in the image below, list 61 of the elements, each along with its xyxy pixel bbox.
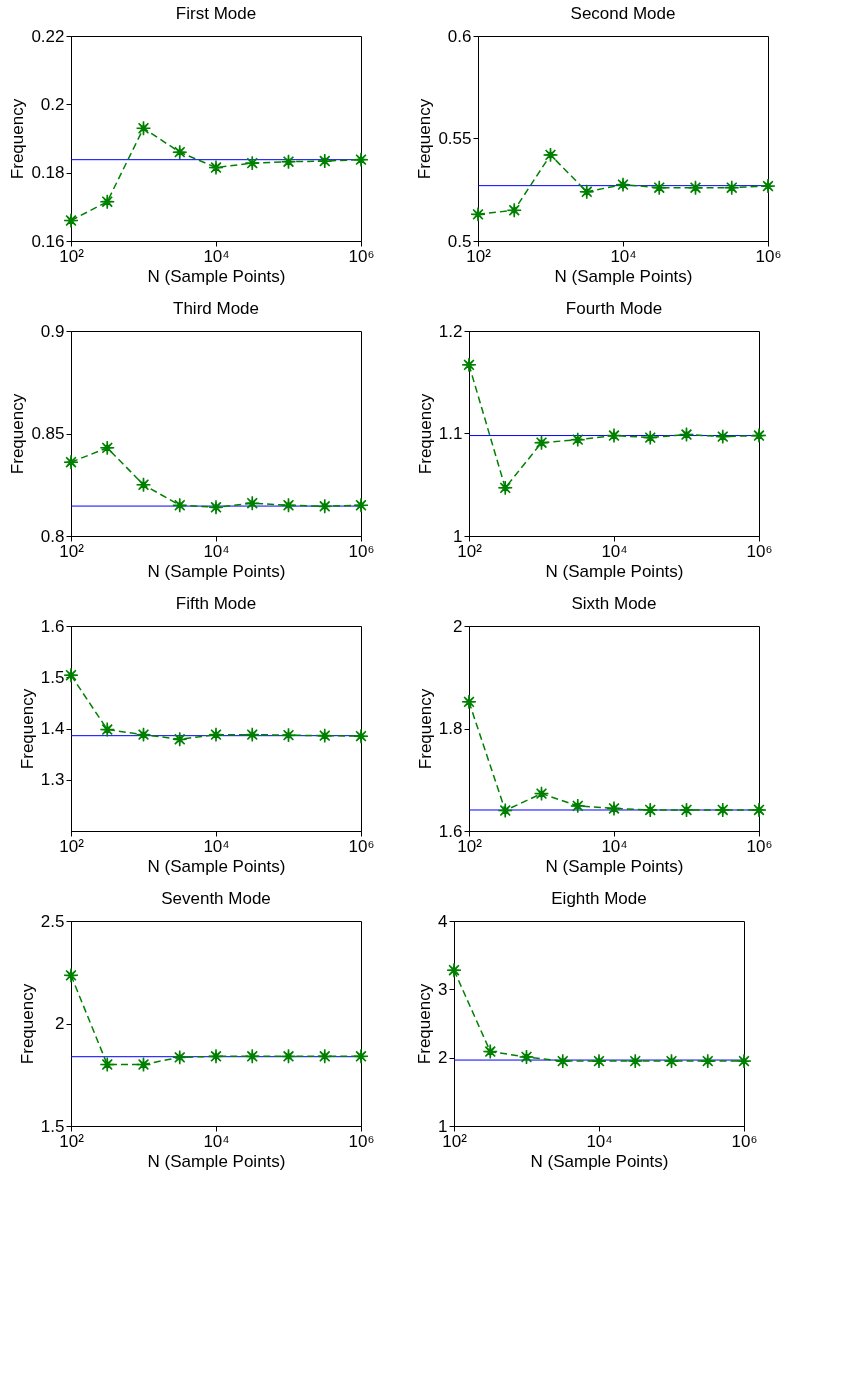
chart-title: Third Mode <box>173 299 259 318</box>
y-tick-label: 4 <box>438 911 448 931</box>
x-tick-label: 10⁴ <box>601 836 628 856</box>
y-tick-label: 2 <box>438 1048 448 1068</box>
chart-title: Sixth Mode <box>571 594 657 613</box>
x-axis-title: N (Sample Points) <box>147 561 286 581</box>
y-tick-label: 2.5 <box>40 911 65 931</box>
y-tick-label: 2 <box>453 616 463 636</box>
x-tick-label: 10⁴ <box>203 836 230 856</box>
y-tick-label: 3 <box>438 979 448 999</box>
y-tick-label: 0.55 <box>438 129 472 148</box>
x-tick-label: 10⁴ <box>586 1131 613 1151</box>
x-tick-label: 10⁶ <box>746 541 773 561</box>
chart-title: First Mode <box>175 4 257 23</box>
chart-title: Seventh Mode <box>161 889 271 908</box>
x-axis-title: N (Sample Points) <box>530 1151 669 1171</box>
y-tick-label: 0.2 <box>40 94 65 114</box>
y-tick-label: 1.8 <box>438 719 463 738</box>
y-tick-label: 1.1 <box>438 424 463 443</box>
x-axis-title: N (Sample Points) <box>545 856 684 876</box>
y-tick-label: 2 <box>55 1014 65 1033</box>
chart-title: Second Mode <box>570 4 676 23</box>
x-tick-label: 10⁴ <box>203 541 230 561</box>
y-axis-title: Frequency <box>415 98 435 180</box>
y-tick-label: 1.2 <box>438 321 463 341</box>
x-tick-label: 10⁶ <box>348 1131 375 1151</box>
y-tick-label: 1.4 <box>40 719 65 738</box>
x-axis-title: N (Sample Points) <box>554 266 693 286</box>
y-axis-title: Frequency <box>415 393 435 475</box>
x-tick-label: 10⁴ <box>203 246 230 266</box>
x-tick-label: 10⁴ <box>203 1131 230 1151</box>
x-tick-label: 10⁶ <box>746 836 773 856</box>
y-axis-title: Frequency <box>415 688 435 770</box>
y-tick-label: 0.9 <box>40 321 65 341</box>
x-tick-label: 10⁶ <box>731 1131 758 1151</box>
x-tick-label: 10⁴ <box>601 541 628 561</box>
y-axis-title: Frequency <box>17 688 37 770</box>
y-tick-label: 0.22 <box>31 26 65 46</box>
x-tick-label: 10⁶ <box>755 246 782 266</box>
y-axis-title: Frequency <box>415 983 435 1065</box>
y-tick-label: 0.18 <box>31 163 65 183</box>
x-tick-label: 10⁶ <box>348 541 375 561</box>
x-axis-title: N (Sample Points) <box>147 1151 286 1171</box>
x-tick-label: 10⁶ <box>348 836 375 856</box>
x-tick-label: 10² <box>59 836 85 856</box>
y-tick-label: 0.85 <box>31 424 65 443</box>
x-tick-label: 10⁶ <box>348 246 375 266</box>
y-axis-title: Frequency <box>8 98 28 180</box>
y-tick-label: 1.5 <box>40 667 65 687</box>
chart-title: Eighth Mode <box>551 889 647 908</box>
x-axis-title: N (Sample Points) <box>147 266 286 286</box>
x-axis-title: N (Sample Points) <box>147 856 286 876</box>
y-tick-label: 0.6 <box>447 26 472 46</box>
chart-title: Fifth Mode <box>175 594 257 613</box>
chart-title: Fourth Mode <box>565 299 663 318</box>
y-tick-label: 1.3 <box>40 770 65 790</box>
y-tick-label: 1.6 <box>40 616 65 636</box>
x-axis-title: N (Sample Points) <box>545 561 684 581</box>
y-axis-title: Frequency <box>17 983 37 1065</box>
x-tick-label: 10⁴ <box>610 246 637 266</box>
y-axis-title: Frequency <box>8 393 28 475</box>
